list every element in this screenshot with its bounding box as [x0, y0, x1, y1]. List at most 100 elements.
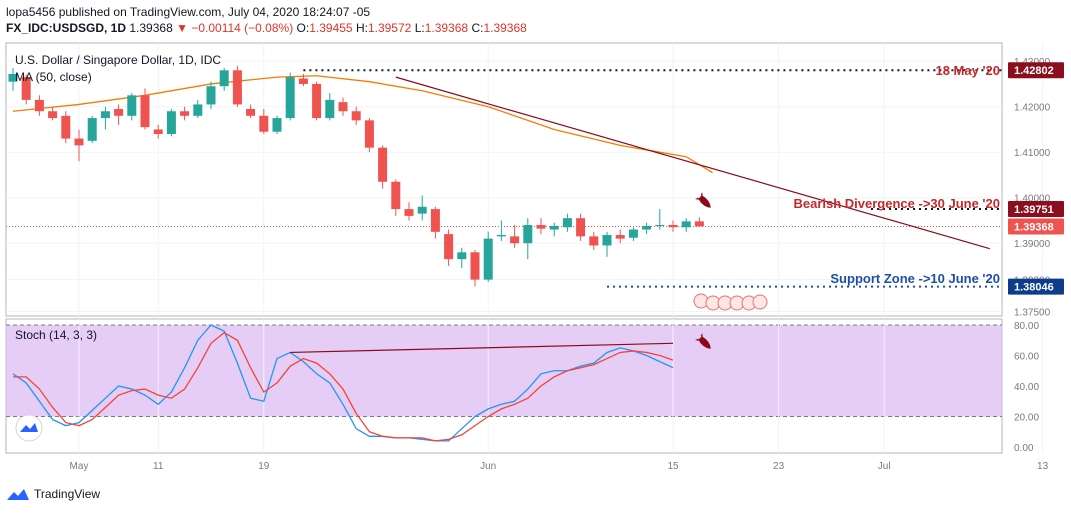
- stoch-band-layer: [6, 324, 1002, 417]
- rocket-down-icon: [695, 192, 711, 208]
- price-tag: 1.38046: [1008, 278, 1064, 295]
- candle: [219, 68, 229, 91]
- candle: [483, 231, 493, 282]
- stoch-lines-layer: [12, 324, 674, 442]
- time-tick-label: Jul: [878, 461, 891, 472]
- candle-body: [325, 99, 335, 119]
- candle-body: [642, 225, 652, 230]
- close-value: 1.39368: [483, 21, 527, 35]
- candle-body: [8, 73, 18, 82]
- bearish-trendline: [395, 76, 990, 250]
- candle: [61, 111, 71, 144]
- candle-body: [364, 120, 374, 148]
- candle-body: [562, 218, 572, 228]
- stoch-axis[interactable]: 0.00 20.00 40.00 60.00 80.00: [1014, 321, 1039, 454]
- candle-body: [483, 238, 493, 280]
- annotation-support-zone: Support Zone ->10 June '20: [830, 271, 1000, 286]
- candle-body: [272, 118, 282, 132]
- candle: [206, 81, 216, 109]
- candle-body: [681, 221, 691, 228]
- candle-body: [312, 83, 322, 119]
- candle-body: [655, 225, 665, 226]
- price-tick-label: 1.41000: [1014, 148, 1051, 159]
- candle-body: [602, 235, 612, 246]
- candle: [351, 106, 361, 125]
- price-tag-label: 1.42802: [1014, 65, 1054, 77]
- candle: [338, 97, 348, 116]
- candle: [510, 225, 520, 248]
- candle-body: [285, 77, 295, 119]
- time-tick-label: May: [70, 461, 89, 472]
- high-label: H:: [355, 21, 368, 35]
- candle-body: [470, 252, 480, 280]
- candle: [628, 227, 638, 241]
- candle: [312, 81, 322, 121]
- low-value: 1.39368: [424, 21, 469, 35]
- footer[interactable]: TradingView: [6, 487, 100, 501]
- candle-body: [668, 225, 678, 228]
- candle: [470, 250, 480, 287]
- stoch-divergence-line: [290, 342, 674, 354]
- time-tick-label: 11: [153, 461, 164, 472]
- candle: [74, 129, 84, 162]
- price-tick-label: 1.37500: [1014, 307, 1051, 318]
- candle: [378, 145, 388, 189]
- candle: [549, 222, 559, 237]
- candle-body: [589, 236, 599, 246]
- candle: [140, 88, 150, 130]
- candle: [272, 115, 282, 134]
- candle: [232, 65, 242, 107]
- time-tick-label: 19: [258, 461, 270, 472]
- candle-body: [48, 111, 58, 119]
- stoch-tick-label: 60.00: [1014, 352, 1039, 363]
- candle: [391, 179, 401, 216]
- tv-logo-badge[interactable]: [15, 414, 43, 442]
- price-tags-layer: 1.42802 1.39751 1.39368 1.38046: [1008, 62, 1064, 295]
- candle-body: [153, 129, 163, 134]
- grid-layer: [6, 43, 1044, 453]
- candle-body: [21, 77, 31, 100]
- candle: [21, 74, 31, 105]
- candle: [193, 99, 203, 119]
- candle: [681, 218, 691, 232]
- time-tick-label: 15: [667, 461, 679, 472]
- candle-body: [127, 95, 137, 116]
- stoch-line-k: [12, 324, 674, 442]
- candle-body: [404, 209, 414, 216]
- stoch-legend: Stoch (14, 3, 3): [15, 328, 97, 342]
- candle: [8, 68, 18, 91]
- publisher-text: lopa5456 published on TradingView.com, J…: [6, 5, 371, 19]
- annotation-may18: 18 May '20: [935, 63, 1000, 78]
- price-tag-label: 1.38046: [1014, 282, 1054, 294]
- candle-body: [628, 229, 638, 238]
- price-tag-box: [1008, 218, 1064, 235]
- price-tag-box: [1008, 278, 1064, 295]
- event-icons[interactable]: [693, 293, 768, 311]
- symbol-label: FX_IDC:USDSGD, 1D: [6, 21, 127, 35]
- candle-body: [576, 218, 586, 237]
- price-pane[interactable]: [5, 42, 1003, 317]
- price-tick-label: 1.40000: [1014, 194, 1051, 205]
- candle-body: [444, 234, 454, 260]
- down-arrow-icon: ▼: [176, 21, 188, 35]
- change-value: −0.00114 (−0.08%): [191, 21, 294, 35]
- candle-body: [100, 111, 110, 119]
- price-tag: 1.39368: [1008, 218, 1064, 235]
- time-axis[interactable]: May1119Jun1523Jul1321Aug: [70, 461, 1071, 472]
- candle: [642, 222, 652, 235]
- open-label: O:: [296, 21, 310, 35]
- ma-legend: MA (50, close): [15, 70, 92, 84]
- publisher-line: lopa5456 published on TradingView.com, J…: [6, 5, 370, 19]
- stoch-line-d: [13, 331, 674, 442]
- candle: [602, 231, 612, 257]
- candle: [285, 72, 295, 121]
- candle: [562, 213, 572, 232]
- price-tag-label: 1.39368: [1014, 221, 1054, 233]
- candle-body: [338, 102, 348, 112]
- candle-body: [523, 225, 533, 244]
- instrument-legend: U.S. Dollar / Singapore Dollar, 1D, IDC: [15, 53, 221, 67]
- candle-body: [74, 138, 84, 146]
- tradingview-logo-icon: [7, 489, 29, 500]
- trendline-layer: [395, 76, 990, 250]
